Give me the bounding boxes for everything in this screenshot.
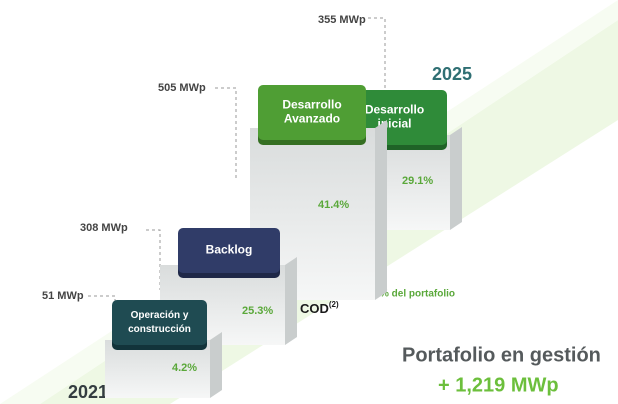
capacity-label: 51 MWp xyxy=(42,290,84,302)
capacity-label: 308 MWp xyxy=(80,222,128,234)
share-label: 41.4% xyxy=(318,199,349,211)
start-year: 2021 xyxy=(68,382,108,402)
leader-line xyxy=(88,296,115,310)
block-title: Operación y xyxy=(131,310,189,321)
leader-line xyxy=(146,230,160,290)
cod-label: COD(2) xyxy=(300,300,339,316)
block-cap xyxy=(112,300,207,345)
share-label: 29.1% xyxy=(402,175,433,187)
total-title: Portafolio en gestión xyxy=(402,344,601,366)
end-year: 2025 xyxy=(432,64,472,84)
total-value: + 1,219 MWp xyxy=(438,374,559,396)
block-side xyxy=(375,120,387,300)
leader-line xyxy=(368,18,385,90)
block-title: Avanzado xyxy=(284,112,340,126)
block-side xyxy=(210,332,222,398)
infographic: 2021 2025 COD(2) % del portafolio Portaf… xyxy=(0,0,618,404)
block-title: Backlog xyxy=(206,243,253,257)
block-title: Desarrollo xyxy=(365,103,424,117)
capacity-label: 505 MWp xyxy=(158,82,206,94)
share-caption: % del portafolio xyxy=(380,289,455,300)
block-title: Desarrollo xyxy=(282,98,341,112)
share-label: 4.2% xyxy=(172,362,197,374)
share-label: 25.3% xyxy=(242,305,273,317)
block-side xyxy=(450,127,462,230)
block-title: construcción xyxy=(128,324,191,335)
block-side xyxy=(285,257,297,345)
leader-line xyxy=(215,88,236,180)
capacity-label: 355 MWp xyxy=(318,14,366,26)
